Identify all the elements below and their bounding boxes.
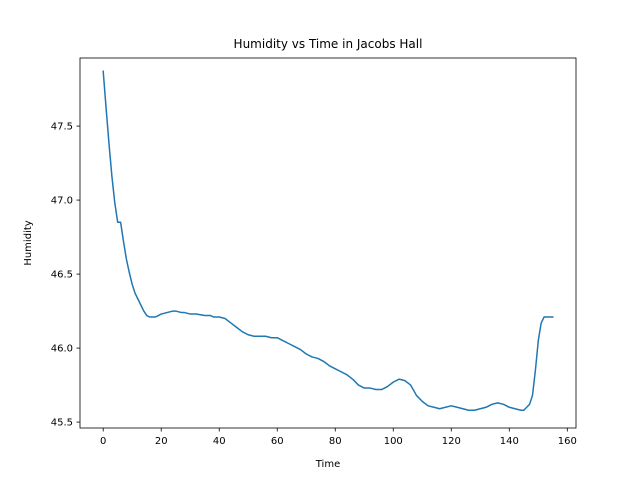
plot-frame xyxy=(79,57,577,429)
x-tick-label: 120 xyxy=(442,436,461,447)
x-tick-label: 100 xyxy=(384,436,403,447)
x-tick-label: 40 xyxy=(213,436,226,447)
x-tick-label: 20 xyxy=(155,436,168,447)
y-tick-label: 46.5 xyxy=(51,270,73,281)
y-axis-title: Humidity xyxy=(23,220,34,265)
x-tick-label: 0 xyxy=(100,436,106,447)
y-tick-label: 47.5 xyxy=(51,122,73,133)
chart-title: Humidity vs Time in Jacobs Hall xyxy=(234,37,423,51)
x-tick-label: 60 xyxy=(271,436,284,447)
y-tick-label: 47.0 xyxy=(51,196,73,207)
plot-layer xyxy=(102,70,554,411)
x-tick-label: 160 xyxy=(558,436,577,447)
y-tick-label: 45.5 xyxy=(51,418,73,429)
x-axis-title: Time xyxy=(315,459,340,470)
y-axis: 45.5 46.0 46.5 47.0 47.5 xyxy=(51,122,80,429)
y-tick-label: 46.0 xyxy=(51,344,73,355)
x-tick-label: 80 xyxy=(329,436,342,447)
series-line-0 xyxy=(102,70,554,411)
x-tick-label: 140 xyxy=(500,436,519,447)
x-axis: 0 20 40 60 80 100 120 140 160 xyxy=(100,428,577,447)
